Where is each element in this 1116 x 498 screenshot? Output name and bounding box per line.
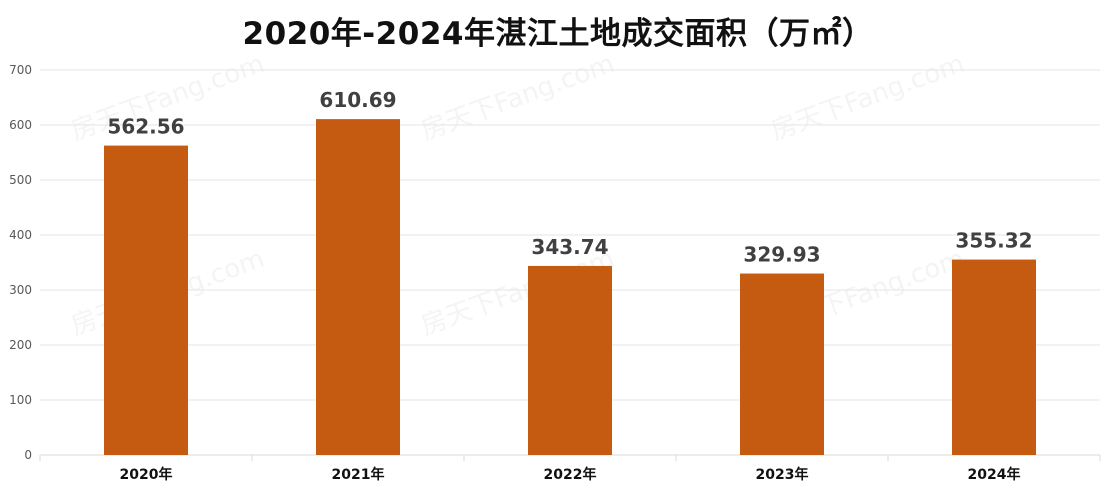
y-tick-label: 500 bbox=[9, 173, 32, 187]
y-tick-label: 200 bbox=[9, 338, 32, 352]
y-tick-label: 700 bbox=[9, 63, 32, 77]
bar bbox=[104, 145, 188, 456]
y-tick-label: 100 bbox=[9, 393, 32, 407]
chart-title: 2020年-2024年湛江土地成交面积（万㎡） bbox=[242, 16, 874, 52]
data-label: 343.74 bbox=[531, 235, 608, 259]
y-tick-label: 600 bbox=[9, 118, 32, 132]
data-label: 562.56 bbox=[107, 115, 184, 139]
y-tick-label: 400 bbox=[9, 228, 32, 242]
x-tick-label: 2020年 bbox=[120, 466, 173, 483]
x-tick-label: 2022年 bbox=[544, 466, 597, 483]
x-tick-label: 2024年 bbox=[968, 466, 1021, 483]
watermark-text: 房天下Fang.com bbox=[767, 49, 968, 147]
y-tick-label: 300 bbox=[9, 283, 32, 297]
y-tick-label: 0 bbox=[24, 448, 32, 462]
data-label: 610.69 bbox=[319, 88, 396, 112]
x-tick-label: 2021年 bbox=[332, 466, 385, 483]
data-label: 355.32 bbox=[955, 229, 1032, 253]
bar bbox=[316, 119, 400, 456]
data-label: 329.93 bbox=[743, 243, 820, 267]
bar bbox=[528, 265, 612, 455]
x-tick-label: 2023年 bbox=[756, 466, 809, 483]
bar bbox=[952, 259, 1036, 455]
bar bbox=[740, 273, 824, 455]
watermark-text: 房天下Fang.com bbox=[417, 49, 618, 147]
